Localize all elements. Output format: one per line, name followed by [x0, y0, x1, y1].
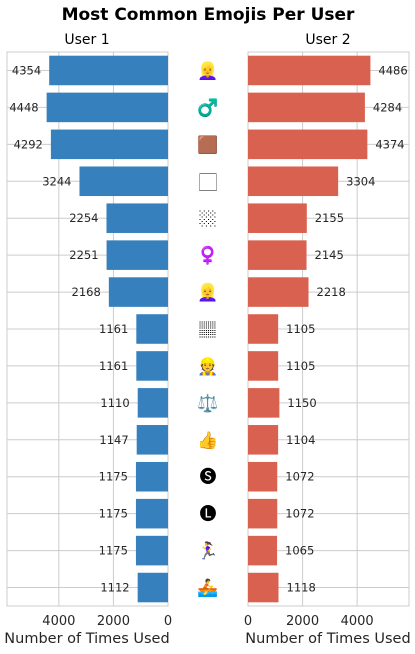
emoji-label: 🏃‍♀️ — [197, 541, 218, 562]
data-label-user-1: 4354 — [12, 63, 41, 77]
data-label-user-2: 1105 — [286, 322, 315, 336]
data-label-user-1: 1175 — [99, 507, 128, 521]
bar-user-1 — [50, 129, 169, 160]
data-label-user-1: 3244 — [42, 174, 71, 188]
data-label-user-1: 1112 — [100, 581, 129, 595]
emoji-label: 👷 — [197, 356, 218, 377]
emoji-label: ♂️ — [197, 97, 218, 118]
bar-user-2 — [248, 203, 307, 233]
data-label-user-2: 2145 — [315, 248, 344, 262]
data-label-user-1: 1175 — [99, 470, 128, 484]
bar-user-1 — [137, 572, 168, 603]
data-label-user-1: 4448 — [9, 100, 38, 114]
bar-user-2 — [248, 572, 279, 603]
x-tick-label-right: 4000 — [341, 614, 374, 629]
data-label-user-1: 1147 — [99, 433, 128, 447]
data-label-user-1: 1161 — [99, 322, 128, 336]
bar-user-2 — [248, 425, 279, 455]
bar-user-1 — [106, 240, 168, 270]
bar-user-1 — [136, 314, 168, 344]
emoji-label: 🏽 — [200, 320, 217, 340]
data-label-user-2: 2155 — [315, 211, 344, 225]
data-label-user-1: 1110 — [100, 396, 129, 410]
left-x-axis-label: Number of Times Used — [4, 631, 169, 647]
bar-user-2 — [248, 388, 280, 418]
bar-user-1 — [135, 535, 168, 566]
bar-user-2 — [248, 351, 279, 381]
x-tick-labels: 0 0 2000 2000 4000 4000 — [42, 614, 373, 629]
bar-user-1 — [46, 92, 168, 123]
bar-user-1 — [49, 55, 169, 86]
data-label-user-2: 3304 — [346, 174, 375, 188]
data-label-user-1: 1175 — [99, 544, 128, 558]
bar-user-2 — [248, 92, 365, 123]
data-label-user-2: 4284 — [373, 100, 402, 114]
bar-user-1 — [137, 388, 168, 418]
data-label-user-2: 1065 — [285, 544, 314, 558]
x-tick-label-right: 0 — [244, 614, 252, 629]
data-label-user-2: 1072 — [285, 507, 314, 521]
data-label-user-1: 2254 — [69, 211, 98, 225]
bar-user-2 — [248, 55, 371, 86]
data-label-user-2: 1072 — [285, 470, 314, 484]
emoji-labels: 👱‍♀️ ♂️ 🟫 🏻 🏼 ♀️ 👱‍♀️ 🏽 👷 ⚖️ 👍 🅢 🅛 🏃‍♀️ 🚣 — [197, 60, 218, 598]
emoji-label: 🟫 — [197, 134, 218, 155]
emoji-label: 🅛 — [200, 505, 217, 525]
x-tick-label-right: 2000 — [286, 614, 319, 629]
bar-user-2 — [248, 461, 278, 492]
x-tick-label-left: 0 — [164, 614, 172, 629]
bar-user-1 — [106, 203, 168, 233]
bar-user-2 — [248, 535, 278, 566]
data-labels: 4354 4486 4448 4284 4292 4374 3244 3304 2254 2155… — [9, 63, 407, 594]
data-label-user-2: 1150 — [287, 396, 316, 410]
bar-user-1 — [79, 166, 168, 197]
bar-user-2 — [248, 240, 307, 270]
left-panel-title: User 1 — [64, 32, 109, 48]
data-label-user-1: 1161 — [99, 359, 128, 373]
emoji-label: 👍 — [197, 430, 218, 451]
emoji-label: ⚖️ — [197, 393, 218, 414]
bar-user-2 — [248, 129, 368, 160]
data-label-user-1: 2251 — [69, 248, 98, 262]
data-label-user-1: 4292 — [14, 137, 43, 151]
x-tick-label-left: 4000 — [42, 614, 75, 629]
emoji-label: 🏻 — [200, 172, 217, 192]
emoji-label: 👱‍♀️ — [197, 282, 218, 303]
emoji-label: 🚣 — [197, 578, 218, 599]
bar-user-1 — [108, 277, 168, 307]
data-label-user-2: 1104 — [286, 433, 315, 447]
bar-user-1 — [136, 351, 168, 381]
data-label-user-2: 4486 — [378, 63, 407, 77]
right-x-axis-label: Number of Times Used — [245, 631, 410, 647]
right-panel-title: User 2 — [305, 32, 350, 48]
bar-user-1 — [135, 498, 168, 529]
data-label-user-2: 2218 — [317, 285, 346, 299]
bar-user-2 — [248, 314, 279, 344]
emoji-label: 🅢 — [200, 468, 217, 488]
data-label-user-1: 2168 — [72, 285, 101, 299]
bar-user-2 — [248, 498, 278, 529]
bar-user-2 — [248, 277, 309, 307]
data-label-user-2: 4374 — [375, 137, 404, 151]
data-label-user-2: 1105 — [286, 359, 315, 373]
bar-user-1 — [135, 461, 168, 492]
emoji-label: 👱‍♀️ — [197, 60, 218, 81]
bar-user-1 — [136, 425, 168, 455]
chart-title: Most Common Emojis Per User — [62, 5, 355, 25]
bars — [46, 55, 371, 603]
bar-user-2 — [248, 166, 339, 197]
x-tick-label-left: 2000 — [97, 614, 130, 629]
emoji-label: 🏼 — [200, 209, 217, 229]
data-label-user-2: 1118 — [287, 581, 316, 595]
emoji-label: ♀️ — [197, 245, 218, 266]
